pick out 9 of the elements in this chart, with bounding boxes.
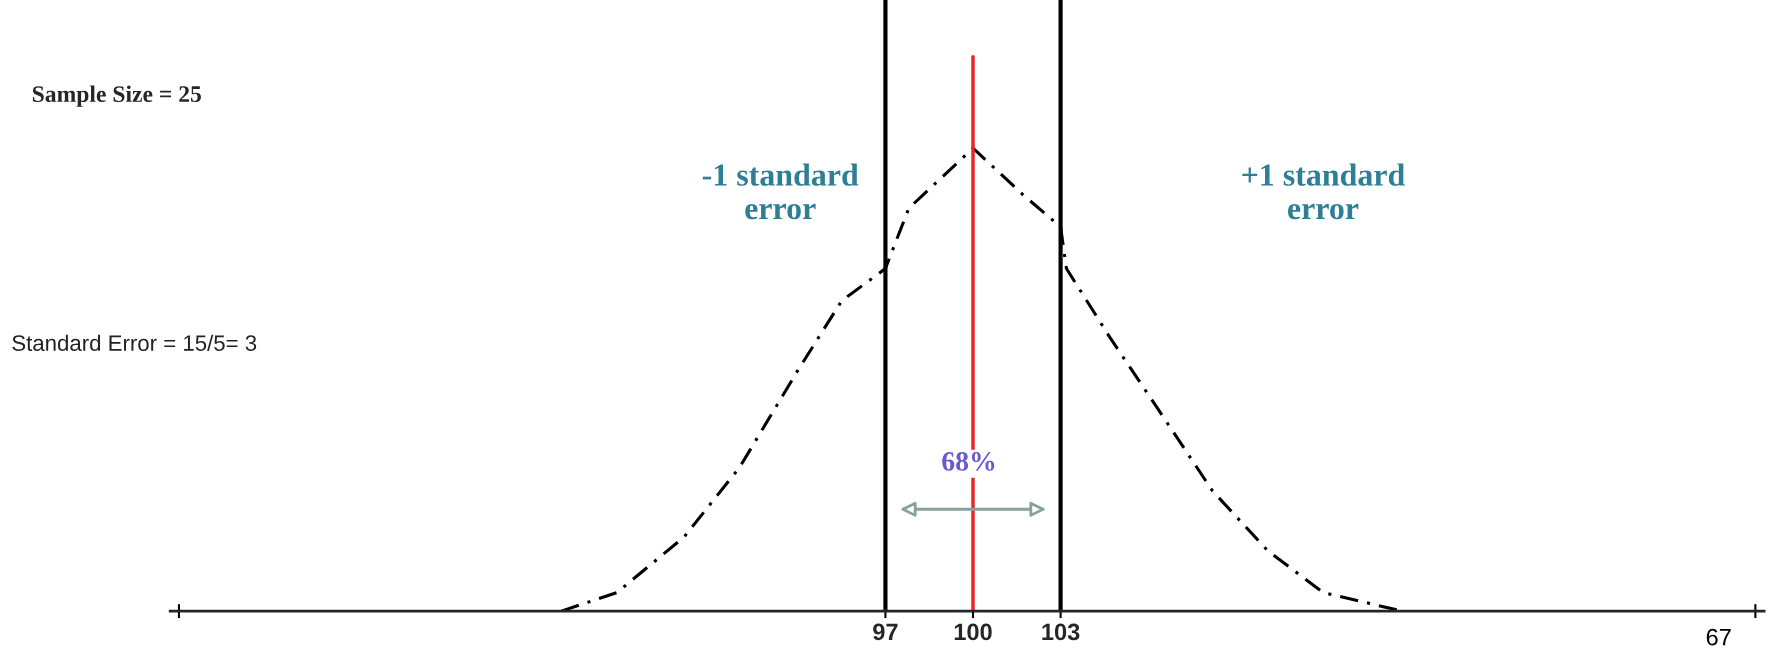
x-tick-label: 100 [954,623,992,641]
annotation: +1 standard error [1242,163,1405,220]
x-tick-label: 103 [1042,623,1080,641]
annotation: 68% [942,452,995,471]
chart-title: Sample Size = 25 [32,85,201,107]
x-tick-label: 97 [873,623,898,641]
annotation: -1 standard error [702,163,859,220]
text: 67 [1706,628,1731,646]
annotation: Standard Error = 15/5= 3 [12,334,257,351]
